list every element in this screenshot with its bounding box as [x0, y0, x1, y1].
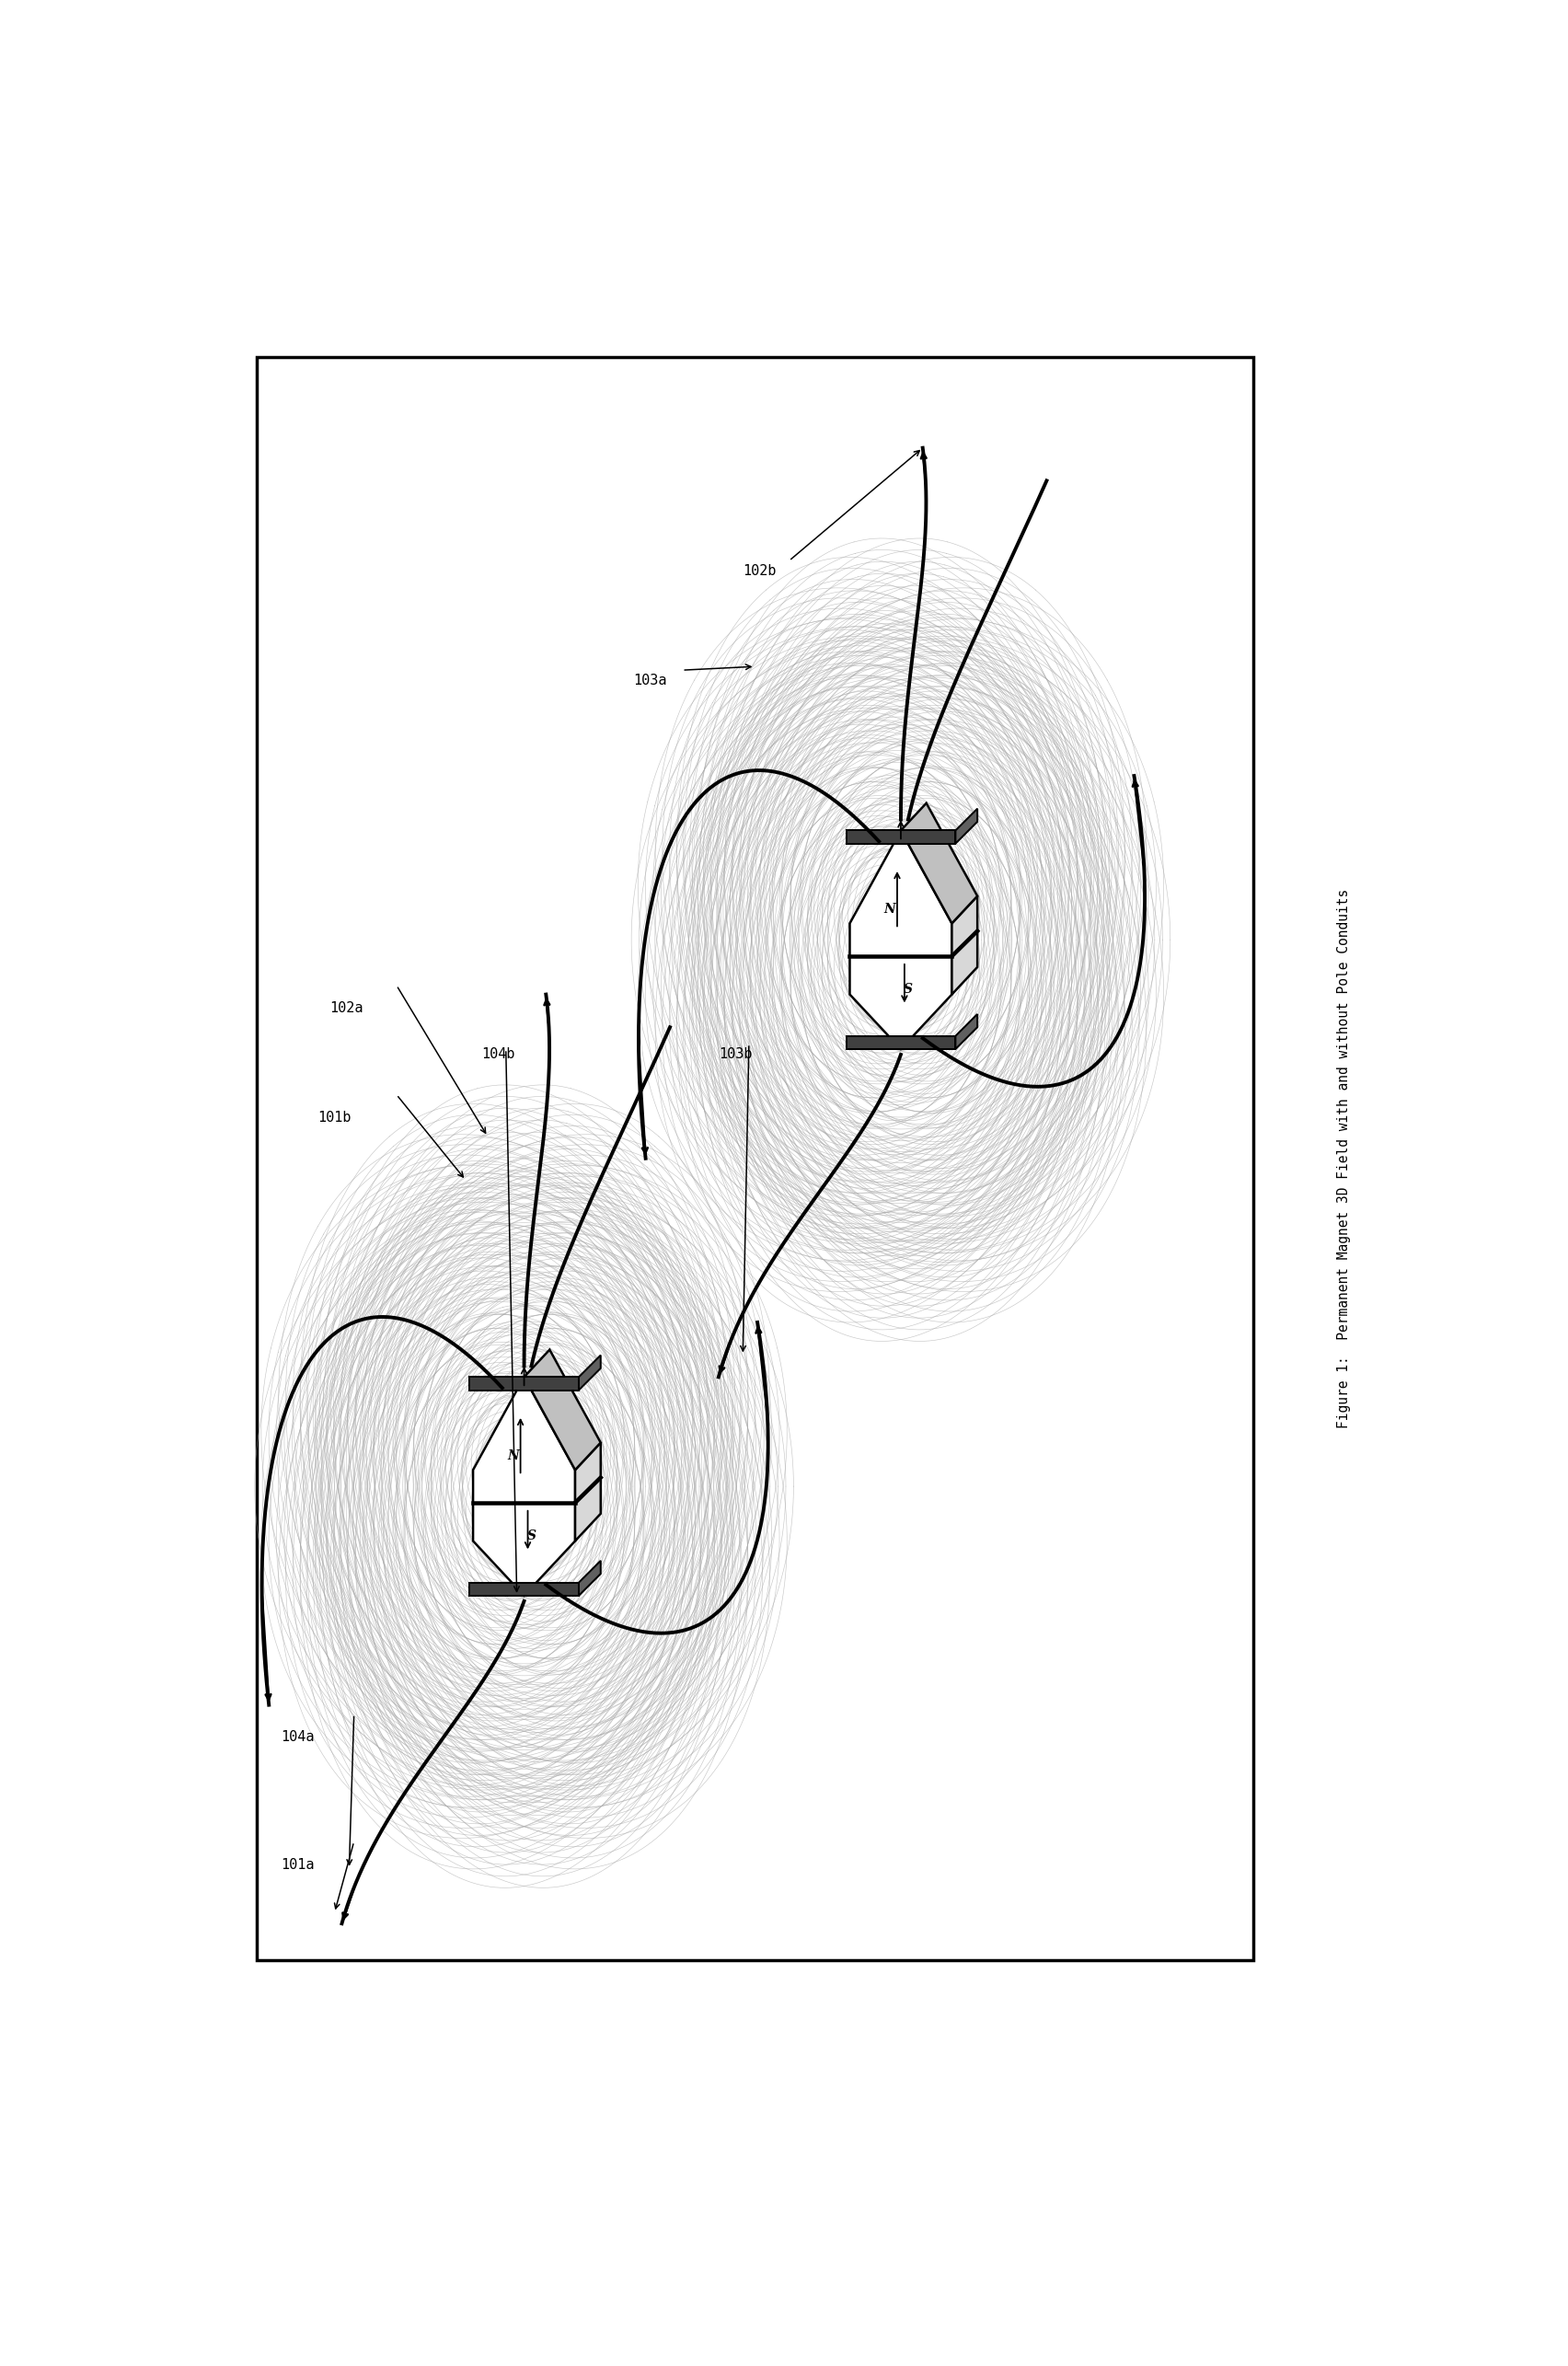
- Text: Figure 1:  Permanent Magnet 3D Field with and without Pole Conduits: Figure 1: Permanent Magnet 3D Field with…: [1338, 890, 1352, 1429]
- Polygon shape: [579, 1356, 601, 1391]
- Text: 102a: 102a: [329, 1001, 364, 1015]
- Polygon shape: [474, 1377, 575, 1595]
- Text: N: N: [884, 904, 895, 916]
- Polygon shape: [469, 1377, 579, 1391]
- Polygon shape: [847, 830, 955, 845]
- Text: N: N: [508, 1450, 519, 1462]
- Polygon shape: [469, 1583, 579, 1595]
- Text: 104a: 104a: [281, 1730, 315, 1744]
- Text: S: S: [527, 1528, 536, 1543]
- Text: 104b: 104b: [481, 1048, 516, 1060]
- Bar: [257, 357, 1253, 1959]
- Text: S: S: [903, 982, 913, 996]
- Polygon shape: [579, 1562, 601, 1595]
- Text: 101b: 101b: [318, 1112, 351, 1124]
- Text: 101a: 101a: [281, 1857, 315, 1872]
- Text: 102b: 102b: [743, 565, 776, 577]
- Polygon shape: [847, 1036, 955, 1048]
- Polygon shape: [955, 809, 977, 845]
- Polygon shape: [575, 1443, 601, 1540]
- Polygon shape: [955, 1015, 977, 1048]
- Polygon shape: [524, 1349, 601, 1469]
- Polygon shape: [952, 897, 977, 994]
- Text: 103b: 103b: [718, 1048, 753, 1060]
- Polygon shape: [900, 802, 977, 923]
- Polygon shape: [850, 830, 952, 1048]
- Text: 103a: 103a: [633, 674, 666, 689]
